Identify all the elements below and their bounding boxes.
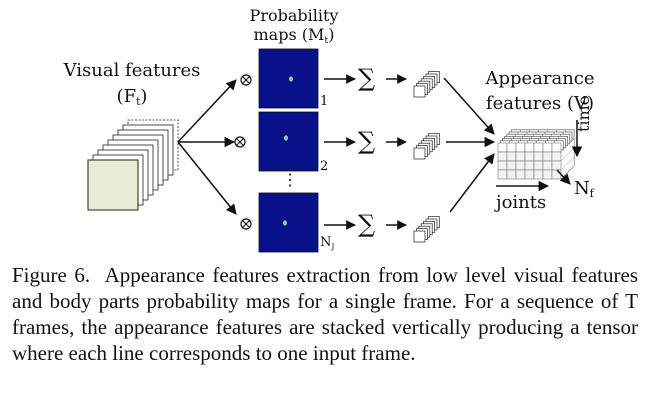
probability-map-2-spot bbox=[284, 135, 288, 141]
visual-features-label: Visual features (Ft) bbox=[48, 58, 216, 115]
nf-axis-label: Nf bbox=[574, 178, 594, 200]
probability-maps-label-line2: maps (Mt) bbox=[236, 25, 352, 50]
probability-map-2 bbox=[258, 111, 319, 172]
arrow-to-mult-3 bbox=[177, 141, 237, 215]
arrow-to-mult-1 bbox=[177, 79, 237, 143]
arrow-vec-to-tensor-3 bbox=[449, 153, 495, 213]
map-index-1: 1 bbox=[320, 94, 329, 109]
map-index-nj: NJ bbox=[320, 235, 335, 251]
summation-icon: ∑ bbox=[358, 210, 376, 238]
summation-icon: ∑ bbox=[358, 64, 376, 92]
feature-vector-2 bbox=[413, 133, 440, 160]
map-index-2: 2 bbox=[320, 159, 329, 174]
probability-map-1 bbox=[258, 48, 319, 109]
multiply-circle-icon bbox=[240, 218, 252, 230]
probability-map-1-spot bbox=[289, 76, 293, 82]
appearance-features-label-line2: features (V) bbox=[485, 93, 595, 114]
probability-maps-label-text: maps (M bbox=[253, 25, 325, 44]
visual-features-subscript: t bbox=[136, 95, 141, 108]
probability-map-j-spot bbox=[283, 220, 287, 226]
probability-maps-subscript: t bbox=[324, 35, 329, 46]
joints-axis-label: joints bbox=[496, 192, 547, 213]
nf-axis-arrow bbox=[556, 169, 571, 185]
figure-caption: Figure 6. Appearance features extraction… bbox=[12, 262, 638, 366]
nf-axis-label-sub: f bbox=[589, 187, 594, 200]
visual-features-front-sheet bbox=[87, 159, 139, 211]
visual-features-close-paren: ) bbox=[140, 86, 148, 107]
figure-label: Figure 6. bbox=[12, 263, 91, 287]
multiply-circle-icon bbox=[234, 136, 246, 148]
probability-maps-close-paren: ) bbox=[328, 25, 335, 44]
summation-icon: ∑ bbox=[358, 127, 376, 155]
visual-features-stack bbox=[87, 119, 179, 211]
visual-features-label-line1: Visual features bbox=[63, 60, 201, 81]
multiply-circle-icon bbox=[240, 74, 252, 86]
diagram: Probability maps (Mt) Visual features (F… bbox=[48, 6, 612, 253]
appearance-tensor bbox=[497, 129, 575, 180]
map-index-nj-sub: J bbox=[331, 242, 335, 251]
arrow-vec-to-tensor-1 bbox=[443, 77, 495, 135]
probability-maps-label-line1: Probability bbox=[249, 6, 339, 25]
nf-axis-label-main: N bbox=[574, 178, 590, 199]
probability-maps-label: Probability maps (Mt) bbox=[236, 6, 352, 50]
probability-map-j bbox=[258, 192, 319, 253]
time-axis-label: time bbox=[574, 95, 593, 132]
caption-text: Appearance features extraction from low … bbox=[12, 263, 639, 365]
diagram-graphics bbox=[87, 48, 583, 253]
appearance-features-label: Appearance features (V) bbox=[468, 66, 612, 116]
feature-vector-1 bbox=[413, 71, 440, 98]
feature-vector-3 bbox=[413, 216, 440, 243]
vertical-ellipsis: ⋮ bbox=[282, 170, 298, 189]
map-index-nj-main: N bbox=[320, 235, 332, 250]
visual-features-label-line2: (Ft) bbox=[48, 84, 216, 115]
visual-features-label-open: (F bbox=[116, 86, 137, 107]
appearance-features-label-line1: Appearance bbox=[485, 68, 595, 89]
